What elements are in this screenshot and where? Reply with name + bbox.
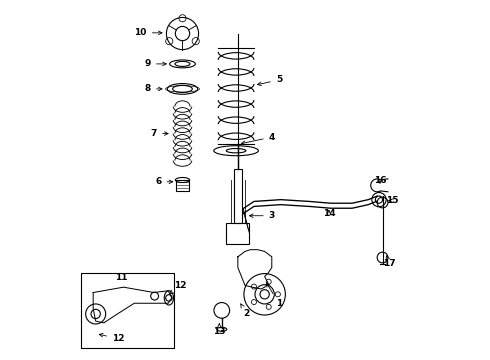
Text: 17: 17 (383, 256, 396, 269)
Text: 10: 10 (134, 28, 162, 37)
Text: 16: 16 (374, 176, 386, 185)
Text: 1: 1 (267, 283, 282, 308)
Text: 14: 14 (322, 210, 335, 219)
Text: 4: 4 (242, 132, 275, 144)
Text: 11: 11 (116, 273, 128, 282)
Text: 15: 15 (386, 196, 398, 205)
Bar (81, 273, 173, 348)
Text: 2: 2 (241, 304, 250, 319)
Text: 9: 9 (145, 59, 166, 68)
Text: 7: 7 (151, 129, 168, 138)
Bar (234, 169, 242, 223)
Text: 12: 12 (170, 281, 187, 294)
Text: 12: 12 (99, 333, 124, 343)
Bar (176, 180, 189, 192)
Text: 13: 13 (213, 324, 225, 336)
Text: 5: 5 (258, 76, 282, 86)
Text: 6: 6 (155, 177, 172, 186)
Text: 3: 3 (249, 211, 275, 220)
Bar (226, 223, 249, 244)
Text: 8: 8 (145, 84, 162, 93)
